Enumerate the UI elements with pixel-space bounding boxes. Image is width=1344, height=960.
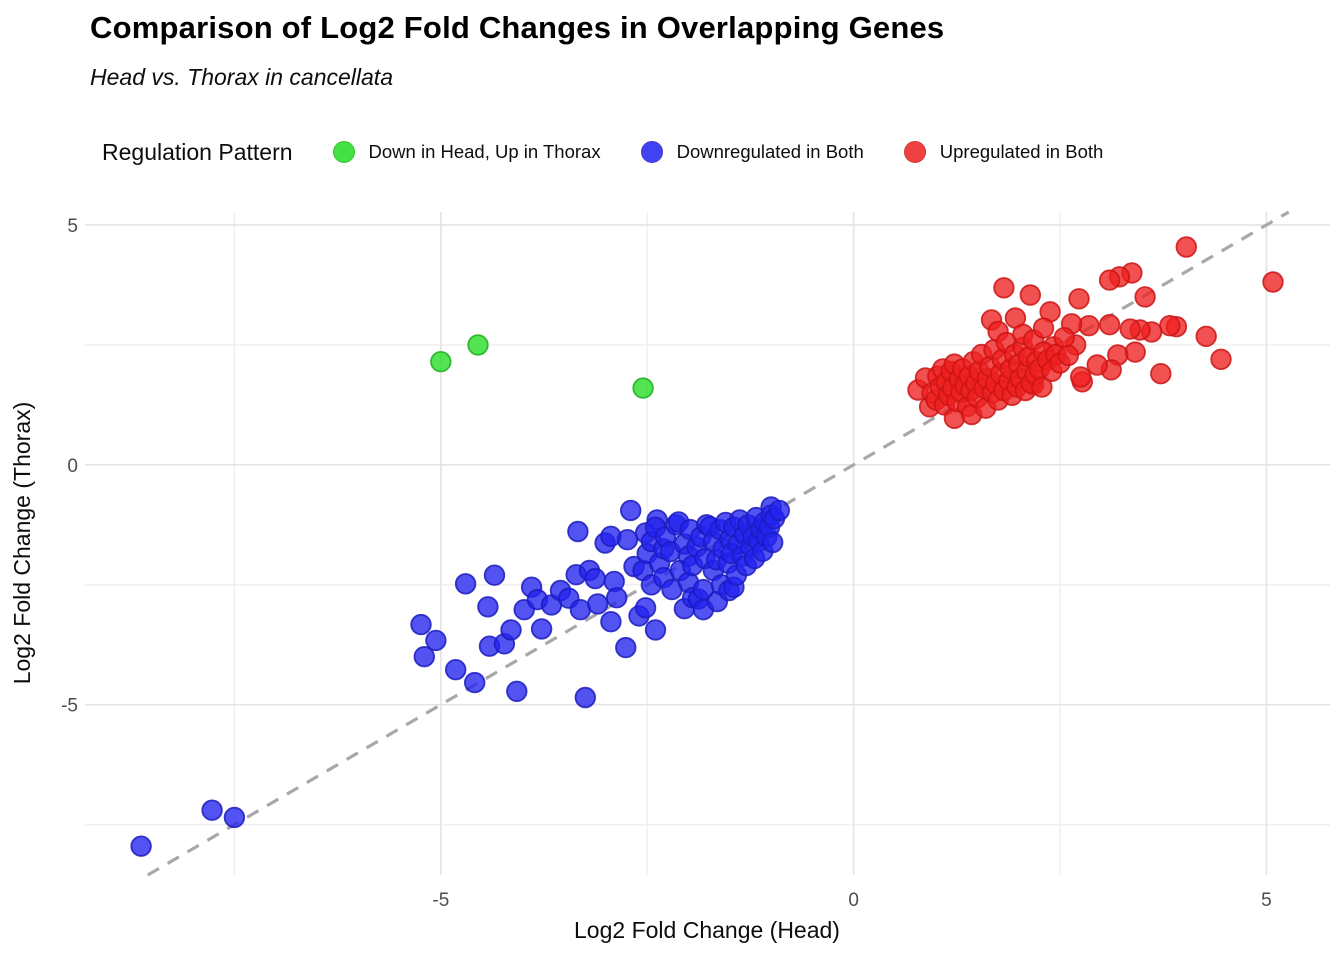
legend-label: Downregulated in Both bbox=[676, 141, 864, 162]
data-point bbox=[993, 277, 1015, 299]
data-point bbox=[1119, 318, 1141, 340]
x-tick-label: -5 bbox=[432, 890, 449, 911]
data-point bbox=[620, 499, 642, 522]
gridlines-major bbox=[85, 212, 1330, 875]
x-axis-title: Log2 Fold Change (Head) bbox=[574, 917, 840, 943]
legend-title: Regulation Pattern bbox=[102, 138, 293, 165]
legend-label: Upregulated in Both bbox=[939, 141, 1104, 162]
data-point bbox=[223, 806, 246, 829]
series-2 bbox=[907, 236, 1284, 430]
data-point bbox=[1124, 341, 1146, 363]
y-tick-label: 5 bbox=[67, 216, 78, 237]
data-point bbox=[413, 646, 436, 668]
data-point bbox=[1175, 236, 1198, 258]
data-point bbox=[201, 799, 223, 821]
legend-item-downregulated-both: Downregulated in Both bbox=[640, 141, 864, 163]
legend-dot-blue-icon bbox=[640, 141, 663, 163]
data-point bbox=[1057, 344, 1080, 367]
data-point bbox=[1069, 366, 1092, 388]
legend-label: Down in Head, Up in Thorax bbox=[368, 141, 601, 162]
identity-line bbox=[146, 210, 1290, 877]
data-point bbox=[768, 499, 791, 522]
data-point bbox=[1262, 271, 1284, 293]
chart-title: Comparison of Log2 Fold Changes in Overl… bbox=[90, 10, 945, 45]
legend-dot-green-icon bbox=[332, 141, 355, 163]
data-point bbox=[467, 334, 489, 356]
data-point bbox=[644, 619, 667, 641]
data-point bbox=[1159, 315, 1181, 337]
y-tick-label: -5 bbox=[61, 696, 78, 717]
data-point bbox=[500, 619, 522, 641]
data-point bbox=[477, 596, 499, 618]
data-points bbox=[130, 236, 1284, 857]
data-point bbox=[1195, 325, 1217, 348]
data-point bbox=[454, 573, 477, 595]
data-point bbox=[1068, 288, 1090, 310]
data-point bbox=[1019, 284, 1042, 306]
legend-item-down-head-up-thorax: Down in Head, Up in Thorax bbox=[332, 141, 601, 163]
y-tick-label: 0 bbox=[67, 456, 78, 477]
data-point bbox=[1086, 354, 1108, 376]
data-point bbox=[632, 377, 654, 399]
data-point bbox=[530, 618, 553, 640]
axis-tick-labels: -5 0 5 -5 0 5 bbox=[61, 216, 1272, 911]
data-point bbox=[600, 611, 622, 633]
data-point bbox=[587, 593, 609, 615]
data-point bbox=[483, 564, 506, 586]
data-point bbox=[130, 835, 152, 857]
legend-item-upregulated-both: Upregulated in Both bbox=[903, 141, 1104, 163]
data-point bbox=[606, 587, 628, 609]
data-point bbox=[762, 531, 784, 554]
chart-subtitle: Head vs. Thorax in cancellata bbox=[90, 64, 393, 90]
series-0 bbox=[430, 334, 654, 399]
data-point bbox=[410, 613, 432, 636]
data-point bbox=[567, 520, 589, 543]
data-point bbox=[445, 659, 467, 681]
data-point bbox=[574, 686, 597, 709]
data-point bbox=[1150, 363, 1172, 385]
data-point bbox=[1032, 317, 1055, 339]
data-point bbox=[584, 567, 606, 590]
data-point bbox=[616, 529, 639, 551]
data-point bbox=[1053, 327, 1075, 349]
data-point bbox=[1134, 286, 1156, 308]
legend: Regulation Pattern Down in Head, Up in T… bbox=[102, 133, 1143, 171]
data-point bbox=[425, 629, 447, 652]
data-point bbox=[1031, 376, 1053, 398]
y-axis-title: Log2 Fold Change (Thorax) bbox=[9, 402, 35, 685]
data-point bbox=[464, 671, 486, 694]
data-point bbox=[634, 597, 657, 619]
data-point bbox=[506, 680, 528, 703]
data-point bbox=[1210, 348, 1232, 371]
legend-dot-red-icon bbox=[903, 141, 926, 163]
series-1 bbox=[130, 496, 791, 857]
data-point bbox=[430, 351, 452, 373]
data-point bbox=[1098, 269, 1121, 291]
data-point bbox=[615, 636, 637, 659]
x-tick-label: 5 bbox=[1261, 890, 1272, 911]
data-point bbox=[1098, 314, 1121, 336]
x-tick-label: 0 bbox=[848, 890, 859, 911]
